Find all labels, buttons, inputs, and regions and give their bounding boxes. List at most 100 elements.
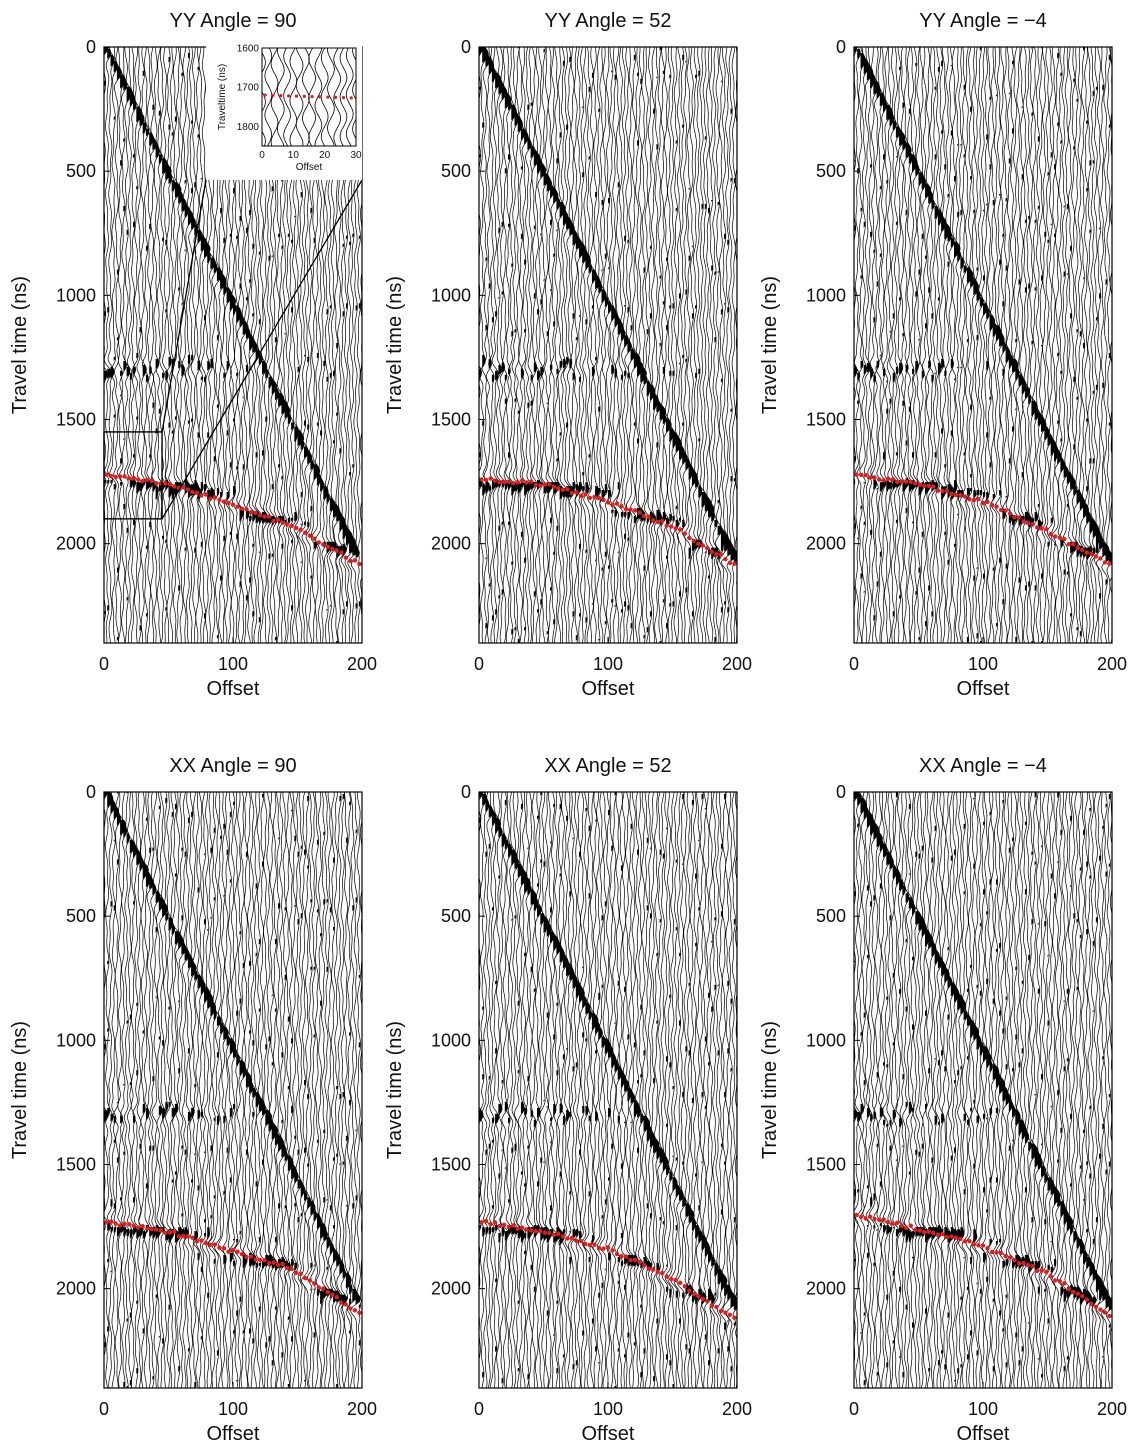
pick-point — [542, 482, 547, 487]
trace-line — [948, 47, 956, 643]
trace-fill — [857, 49, 861, 540]
pick-point — [538, 1228, 543, 1234]
pick-point — [926, 1229, 931, 1234]
trace-line — [266, 792, 274, 1388]
trace-fill — [297, 851, 302, 1224]
trace-line — [909, 47, 918, 643]
trace-fill — [957, 994, 964, 1375]
y-axis-label: Travel time (ns) — [384, 276, 406, 414]
trace-fill — [274, 337, 279, 641]
trace-line — [1076, 792, 1085, 1388]
trace-line — [178, 792, 187, 1388]
trace-line — [1008, 792, 1016, 1388]
pick-point — [592, 494, 597, 500]
pick-point — [348, 558, 353, 564]
x-tick-label: 0 — [474, 654, 484, 674]
y-tick-label: 1500 — [431, 410, 471, 430]
trace-line — [175, 792, 184, 1388]
x-tick-label: 200 — [1097, 654, 1127, 674]
trace-line — [498, 47, 508, 643]
pick-point — [1030, 1264, 1035, 1269]
trace-fill — [1086, 120, 1092, 560]
pick-point — [691, 538, 696, 544]
pick-point — [167, 482, 172, 487]
pick-point — [357, 1310, 362, 1316]
trace-line — [925, 47, 934, 643]
trace-line — [530, 792, 539, 1388]
trace-line — [1026, 792, 1033, 1388]
trace-fill — [737, 63, 743, 580]
trace-line — [966, 47, 975, 643]
trace-fill — [979, 47, 984, 643]
pick-point — [714, 1304, 719, 1310]
trace-line — [110, 792, 119, 1388]
pick-point — [488, 1222, 493, 1227]
pick-point — [958, 1236, 963, 1242]
trace-line — [511, 47, 520, 643]
trace-line — [683, 47, 694, 643]
trace-line — [516, 792, 528, 1388]
x-tick-label: 0 — [849, 1399, 859, 1419]
trace-fill — [479, 792, 484, 1230]
trace-line — [341, 792, 352, 1388]
trace-line — [113, 47, 122, 643]
panel-title: YY Angle = −4 — [919, 10, 1047, 32]
pick-point — [1084, 1297, 1090, 1302]
panel-4: 0 500 1000 1500 2000 0 100 200 XX Angle = 90 Offs… — [9, 755, 377, 1445]
pick-point — [117, 474, 123, 479]
pick-point — [863, 1216, 868, 1221]
trace-fill — [488, 805, 493, 1235]
wiggle-traces — [104, 792, 362, 1388]
picked-arrivals — [104, 472, 362, 567]
trace-fill — [310, 899, 316, 1291]
trace-line — [941, 47, 951, 643]
pick-point — [922, 483, 927, 489]
trace-line — [505, 792, 513, 1388]
pick-point — [108, 1219, 114, 1224]
trace-line — [136, 47, 145, 643]
trace-fill — [220, 207, 227, 582]
pick-point — [732, 1315, 737, 1320]
trace-line — [557, 792, 566, 1388]
pick-point — [253, 1257, 258, 1262]
pick-point — [343, 1302, 349, 1307]
trace-fill — [672, 1086, 678, 1388]
inset-x-axis-label: Offset — [296, 162, 323, 173]
trace-fill — [873, 80, 880, 622]
trace-line — [637, 47, 647, 643]
pick-point — [917, 482, 922, 487]
trace-line — [573, 47, 581, 643]
pick-point — [520, 1225, 525, 1230]
trace-fill — [323, 62, 329, 548]
pick-point — [998, 507, 1004, 513]
pick-point — [1021, 519, 1026, 524]
inset-trace — [295, 48, 304, 146]
inset-frame — [261, 47, 357, 147]
pick-point — [601, 1246, 606, 1251]
pick-point — [867, 475, 873, 480]
pick-point — [1003, 508, 1008, 513]
pick-point — [511, 1223, 516, 1228]
trace-line — [187, 792, 197, 1388]
trace-fill — [863, 805, 869, 1386]
trace-fill — [129, 90, 135, 488]
pick-point — [578, 1238, 584, 1244]
pick-point — [641, 1263, 647, 1268]
y-tick-label: 1500 — [431, 1155, 471, 1175]
trace-line — [699, 792, 707, 1388]
pick-point — [551, 1232, 556, 1238]
trace-line — [712, 47, 719, 643]
trace-fill — [566, 124, 572, 498]
trace-line — [611, 792, 619, 1388]
trace-fill — [1018, 1062, 1025, 1367]
inset-pick-point — [310, 95, 314, 99]
trace-line — [1046, 792, 1056, 1388]
trace-line — [156, 792, 165, 1388]
pick-point — [343, 555, 349, 560]
trace-line — [599, 47, 607, 643]
trace-fill — [245, 227, 251, 602]
trace-fill — [714, 271, 719, 643]
trace-line — [540, 47, 549, 643]
pick-point — [565, 1236, 570, 1241]
